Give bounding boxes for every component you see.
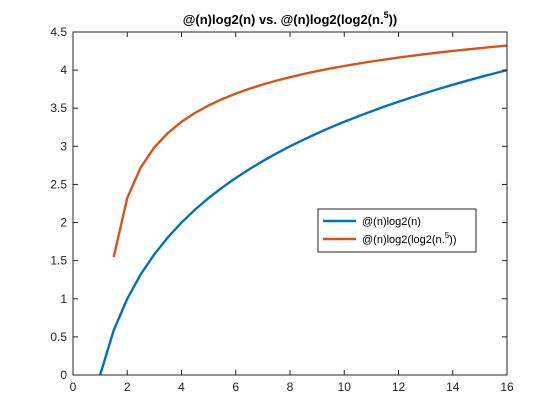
y-tick-label: 2 — [60, 216, 67, 230]
y-tick-labels: 0 0.5 1 1.5 2 2.5 3 3.5 4 4.5 — [50, 25, 67, 382]
x-tick-label: 6 — [232, 380, 239, 394]
x-tick-label: 8 — [287, 380, 294, 394]
x-tick-label: 2 — [124, 380, 131, 394]
y-tick-label: 0 — [60, 368, 67, 382]
y-tick-label: 0.5 — [50, 330, 67, 344]
legend: @(n)log2(n) @(n)log2(log2(n.5)) — [317, 208, 477, 253]
x-tick-label: 0 — [70, 380, 77, 394]
legend-box — [317, 208, 477, 253]
legend-label-2: @(n)log2(log2(n.5)) — [362, 231, 457, 246]
y-tick-label: 4 — [60, 63, 67, 77]
x-tick-label: 12 — [392, 380, 406, 394]
tick-marks — [72, 31, 508, 376]
x-tick-label: 14 — [446, 380, 460, 394]
x-tick-label: 4 — [178, 380, 185, 394]
y-tick-label: 3.5 — [50, 101, 67, 115]
chart-title-superscript: 5 — [384, 10, 389, 20]
y-tick-label: 1.5 — [50, 254, 67, 268]
y-tick-label: 4.5 — [50, 25, 67, 39]
chart-title-end: )) — [389, 12, 398, 27]
x-tick-label: 16 — [500, 380, 514, 394]
x-tick-labels: 0 2 4 6 8 10 12 14 16 — [70, 380, 514, 394]
series-layer — [98, 44, 508, 376]
y-tick-label: 1 — [60, 292, 67, 306]
series-line-2 — [112, 44, 508, 258]
legend-label-main: @(n)log2(n) — [362, 216, 421, 228]
legend-label-main: @(n)log2(log2(n. — [362, 234, 445, 246]
x-tick-label: 10 — [338, 380, 352, 394]
legend-label-end: )) — [449, 234, 456, 246]
chart-title: @(n)log2(n) vs. @(n)log2(log2(n.5)) — [183, 10, 398, 27]
legend-label-superscript: 5 — [445, 231, 450, 240]
y-tick-label: 2.5 — [50, 177, 67, 191]
legend-label-1: @(n)log2(n) — [362, 216, 421, 228]
series-line-1 — [98, 68, 508, 376]
chart-title-main: @(n)log2(n) vs. @(n)log2(log2(n. — [183, 12, 384, 27]
plot-area — [73, 32, 507, 375]
y-tick-label: 3 — [60, 139, 67, 153]
